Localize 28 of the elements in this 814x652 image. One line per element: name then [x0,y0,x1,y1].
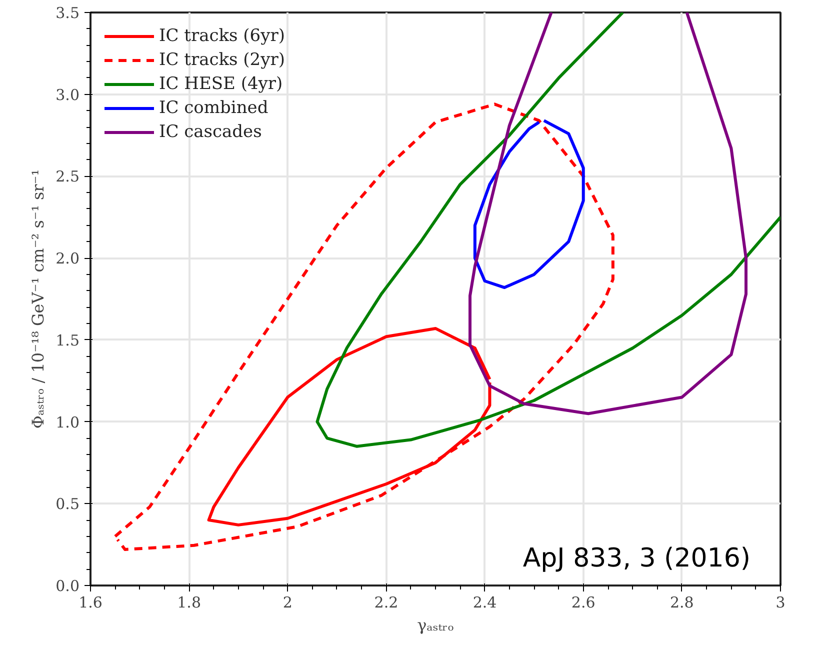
y-tick-label: 0.5 [56,495,80,514]
x-tick-label: 2.8 [670,594,694,612]
y-axis-title: Φₐₛₜᵣₒ / 10⁻¹⁸ GeV⁻¹ cm⁻² s⁻¹ sr⁻¹ [28,169,48,429]
x-tick-label: 1.6 [78,594,102,612]
y-tick-label: 2.0 [56,250,80,268]
x-tick-label: 2.2 [374,594,398,612]
line-series [468,12,748,416]
x-tick-label: 2.4 [472,594,497,612]
line-series [207,326,492,526]
line-series [473,119,585,290]
legend-label: IC tracks (6yr) [159,26,285,46]
x-axis-title: γₐₛₜᵣₒ [417,616,454,634]
annotation: ApJ 833, 3 (2016) [522,544,750,574]
legend-label: IC cascades [159,122,262,142]
legend-label: IC combined [159,98,268,118]
y-tick-label: 3.0 [56,86,80,104]
y-tick-label: 2.5 [56,168,80,186]
line-series [316,12,780,448]
x-tick-label: 1.8 [177,594,202,612]
x-tick-label: 2 [282,594,292,612]
x-tick-label: 3 [776,594,786,612]
x-tick-label: 2.6 [571,594,596,612]
legend-label: IC HESE (4yr) [159,74,283,94]
y-tick-label: 3.5 [56,4,80,22]
y-tick-label: 1.0 [56,413,80,432]
legend-label: IC tracks (2yr) [159,50,285,70]
y-tick-label: 1.5 [56,331,80,350]
y-tick-label: 0.0 [56,577,80,595]
